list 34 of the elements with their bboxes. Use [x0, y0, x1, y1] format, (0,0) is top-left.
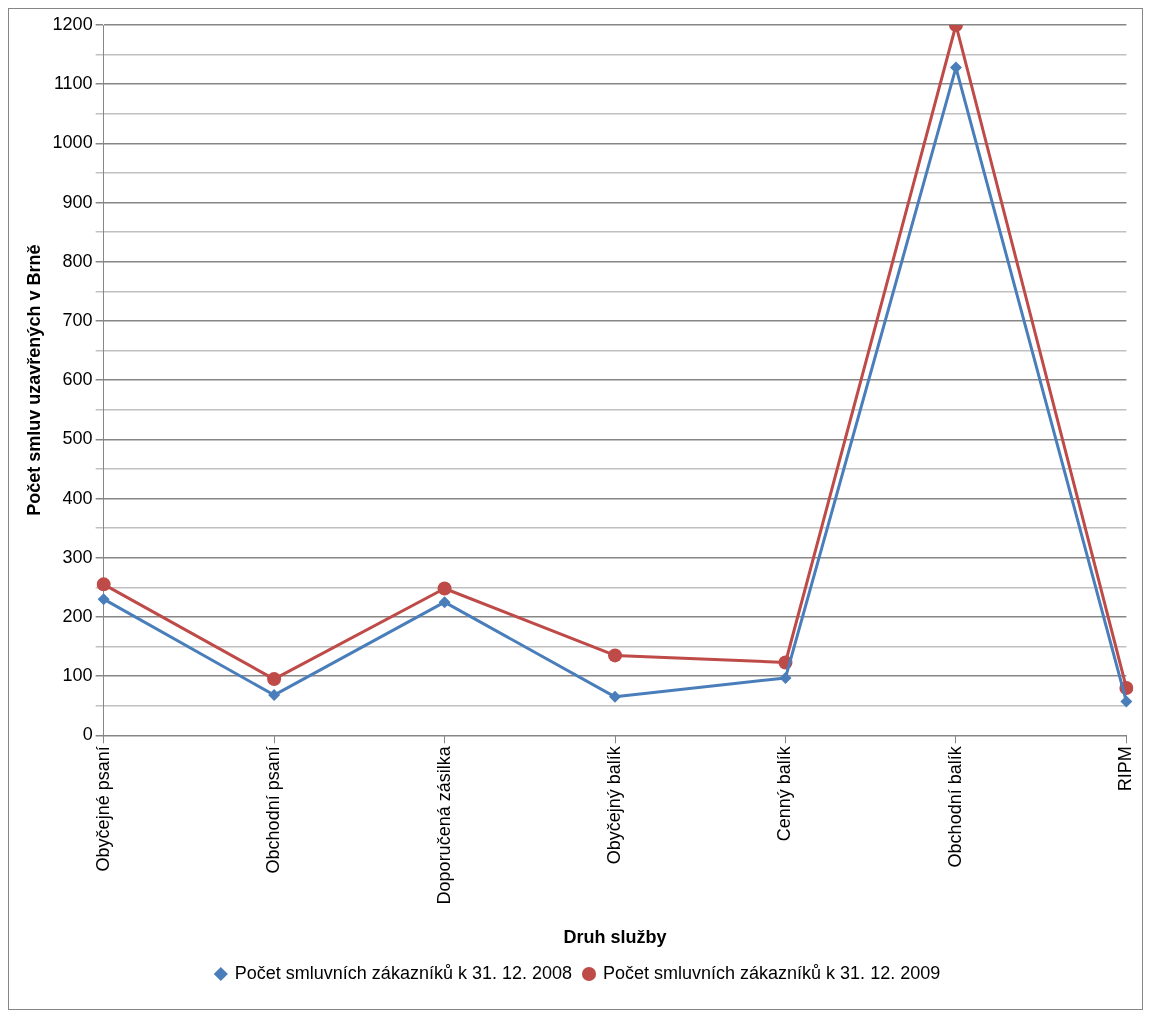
- x-tick-label: Doporučená zásilka: [433, 745, 454, 905]
- point: [609, 690, 622, 703]
- legend-label: Počet smluvních zákazníků k 31. 12. 2008: [234, 962, 573, 983]
- y-tick-label: 1100: [53, 73, 93, 94]
- y-tick-label: 600: [62, 369, 93, 390]
- point: [437, 581, 452, 596]
- y-tick-label: 900: [62, 191, 93, 212]
- x-tick-label: Cenný balík: [774, 745, 795, 842]
- point: [608, 648, 623, 663]
- point: [267, 672, 282, 687]
- y-tick-label: 300: [62, 546, 93, 567]
- point: [1120, 695, 1133, 708]
- x-axis-title: Druh služby: [563, 927, 667, 948]
- point: [96, 577, 111, 592]
- y-tick-label: 400: [62, 487, 93, 508]
- point: [268, 689, 281, 702]
- y-tick-label: 1000: [52, 132, 93, 153]
- x-tick-label: RIPM: [1115, 746, 1136, 792]
- x-tick-label: Obchodní psaní: [263, 746, 284, 874]
- point: [97, 593, 110, 606]
- y-tick-label: 1200: [52, 13, 93, 34]
- y-tick-label: 700: [62, 309, 93, 330]
- y-tick-label: 200: [62, 605, 93, 626]
- y-tick-label: 0: [82, 724, 93, 745]
- y-tick-label: 100: [62, 665, 93, 686]
- legend-label: Počet smluvních zákazníků k 31. 12. 2009: [603, 962, 941, 983]
- point: [438, 596, 451, 609]
- y-axis-title: Počet smluv uzavřených v Brně: [23, 244, 44, 516]
- x-tick-label: Obyčejný balík: [603, 745, 624, 865]
- y-tick-label: 800: [62, 250, 93, 271]
- y-tick-label: 500: [62, 428, 93, 449]
- x-tick-label: Obchodní balík: [944, 745, 965, 868]
- x-tick-label: Obyčejné psaní: [92, 746, 113, 872]
- point: [779, 671, 792, 684]
